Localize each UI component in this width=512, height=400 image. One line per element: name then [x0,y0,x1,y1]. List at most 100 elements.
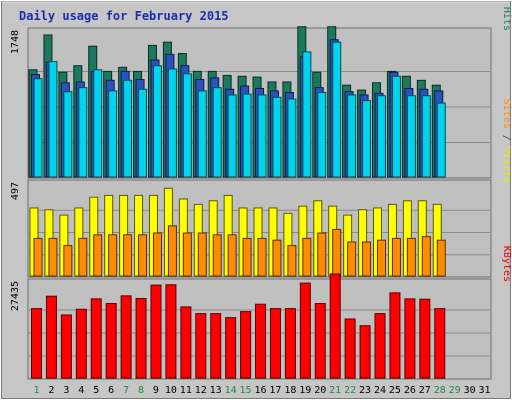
bar-pages-day-20 [317,92,327,178]
bar-kbytes-day-21 [329,273,341,379]
bar-sites-day-22 [347,241,357,277]
bar-kbytes-day-19 [299,282,311,379]
bar-kbytes-day-28 [434,308,446,379]
panel-top: 1748 Pages / Files / Hits [10,0,512,179]
panel-middle-max-label: 497 [10,182,21,200]
bar-sites-day-11 [182,232,192,277]
bar-sites-day-15 [242,237,252,277]
x-tick-label: 19 [299,385,311,396]
bar-sites-day-10 [167,225,177,277]
bar-sites-day-3 [63,245,73,277]
bar-pages-day-8 [138,88,148,178]
bar-sites-day-14 [227,234,237,277]
bar-pages-day-28 [436,102,446,178]
bar-kbytes-day-7 [120,295,132,379]
bar-pages-day-14 [227,94,237,178]
bar-pages-day-24 [377,95,387,178]
legend-entry: / [501,0,512,7]
bar-pages-day-5 [93,69,103,178]
bar-sites-day-17 [272,239,282,277]
bar-pages-day-3 [63,91,73,178]
panel-middle: 497 Sites / Visits [10,99,512,278]
x-tick-label: 29 [449,385,461,396]
bar-sites-day-19 [302,237,312,277]
bar-sites-day-2 [48,237,58,277]
bar-kbytes-day-1 [31,308,42,379]
x-tick-label: 9 [153,385,159,396]
bar-pages-day-2 [48,61,58,178]
bar-kbytes-day-12 [195,313,207,379]
x-tick-label: 20 [314,385,326,396]
x-tick-label: 22 [344,385,356,396]
bar-kbytes-day-5 [90,298,102,379]
bar-kbytes-day-4 [75,308,87,379]
x-tick-label: 7 [123,385,129,396]
bar-pages-day-13 [212,87,222,178]
chart-title: Daily usage for February 2015 [19,9,229,23]
bar-kbytes-day-26 [404,298,416,379]
panel-bottom-legend: KBytes [501,246,512,282]
x-tick-label: 15 [240,385,252,396]
bar-sites-day-26 [406,237,416,277]
bar-pages-day-18 [287,98,297,178]
legend-entry: / [501,129,512,147]
x-tick-label: 18 [284,385,296,396]
x-tick-label: 4 [78,385,84,396]
x-tick-label: 21 [329,385,341,396]
bar-pages-day-19 [302,51,312,178]
x-tick-label: 27 [419,385,431,396]
x-tick-label: 17 [269,385,281,396]
bar-pages-day-15 [242,93,252,178]
x-tick-label: 5 [93,385,99,396]
bar-kbytes-day-13 [210,313,222,379]
bar-kbytes-day-18 [284,308,296,379]
panel-top-legend: Pages / Files / Hits [501,0,512,31]
bar-pages-day-4 [78,87,88,178]
bar-kbytes-day-14 [225,317,237,379]
bar-sites-day-24 [377,239,387,277]
bar-kbytes-day-23 [359,325,371,379]
bar-kbytes-day-17 [269,308,281,379]
x-tick-label: 16 [254,385,266,396]
panel-bottom-max-label: 27435 [10,281,21,311]
bar-sites-day-13 [212,234,222,277]
bar-sites-day-20 [317,232,327,277]
bar-kbytes-day-24 [374,313,386,379]
x-tick-label: 10 [165,385,177,396]
x-tick-label: 28 [434,385,446,396]
panel-middle-bars [29,187,446,277]
bar-sites-day-9 [152,232,162,277]
panel-bottom: 27435 KBytes [10,246,512,380]
x-tick-label: 13 [210,385,222,396]
x-tick-label: 11 [180,385,192,396]
x-tick-label: 6 [108,385,114,396]
bar-kbytes-day-9 [150,284,162,379]
bar-kbytes-day-6 [105,303,117,379]
bar-pages-day-7 [123,79,133,178]
x-axis: 1 2 3 4 5 6 7 8 9 10 11 12 13 14 15 16 17 18 19 20 21 22 23 24 2… [33,385,490,396]
x-tick-label: 12 [195,385,207,396]
x-tick-label: 26 [404,385,416,396]
bar-pages-day-9 [152,65,162,178]
bar-sites-day-8 [138,234,148,277]
bar-kbytes-day-25 [389,292,401,379]
bar-kbytes-day-10 [165,284,177,379]
bar-kbytes-day-11 [180,306,192,379]
bar-sites-day-4 [78,237,88,277]
bar-kbytes-day-3 [60,314,72,379]
x-tick-label: 2 [48,385,54,396]
bar-kbytes-day-20 [314,303,326,379]
x-tick-label: 8 [138,385,144,396]
bar-pages-day-12 [197,90,207,178]
panel-top-max-label: 1748 [10,30,21,54]
bar-sites-day-12 [197,232,207,277]
bar-kbytes-day-16 [255,303,267,379]
bar-kbytes-day-15 [240,311,252,379]
legend-entry: Hits [501,7,512,31]
panel-middle-legend: Sites / Visits [501,99,512,183]
bar-sites-day-27 [421,236,431,277]
panels-group: 1748 Pages / Files / Hits 497 Sites / Visit… [10,0,512,380]
panel-top-bars [28,26,446,178]
x-tick-label: 14 [225,385,237,396]
